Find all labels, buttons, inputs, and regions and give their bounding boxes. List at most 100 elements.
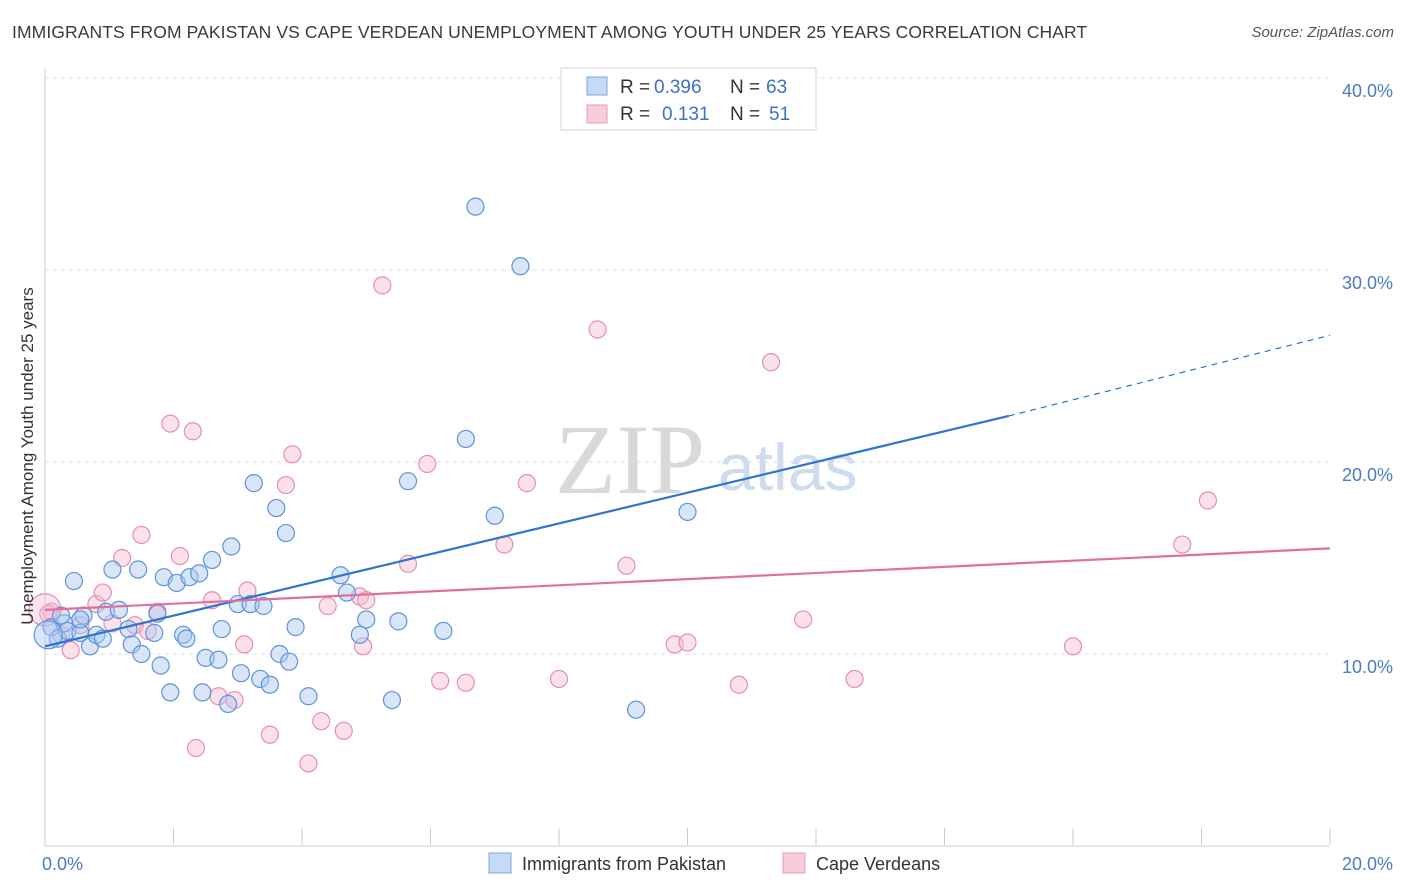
trend-lines: [44, 334, 1331, 648]
watermark-zip: ZIP: [555, 404, 705, 515]
legend-swatch-cape-verdeans: [586, 104, 608, 124]
legend-n-label-cape-verdeans: N =: [730, 104, 760, 125]
x-tick-label-1: 20.0%: [1342, 854, 1393, 874]
bottom-legend-label-cape-verdeans: Cape Verdeans: [816, 854, 940, 874]
cape-verdeans-point-46: [845, 669, 864, 689]
legend-r-label-pakistan: R =: [620, 77, 650, 98]
legend-n-label-pakistan: N =: [730, 77, 760, 98]
legend-swatch-pakistan: [586, 76, 608, 96]
pakistan-point-42: [270, 644, 289, 664]
cape-verdeans-point-12: [161, 414, 180, 433]
pakistan-point-52: [389, 612, 408, 631]
cape-verdeans-point-37: [517, 474, 536, 493]
cape-verdeans-point-9: [132, 525, 151, 545]
legend-n-value-cape-verdeans: 51: [769, 104, 790, 125]
pakistan-point-46: [299, 687, 318, 706]
cape-verdeans-point-15: [186, 738, 206, 758]
pakistan-point-58: [511, 257, 530, 276]
legend-r-value-pakistan: 0.396: [654, 77, 702, 98]
cape-verdeans-point-24: [299, 754, 318, 773]
x-tick-label-0: 0.0%: [42, 854, 83, 874]
pakistan-point-17: [145, 623, 164, 642]
cape-verdeans-point-47: [1063, 637, 1083, 656]
pakistan-point-57: [485, 506, 504, 525]
pakistan-point-39: [254, 596, 273, 616]
cape-verdeans-point-48: [1173, 535, 1192, 554]
pakistan-point-large: [33, 620, 63, 650]
bottom-legend: Immigrants from Pakistan Cape Verdeans: [488, 852, 940, 874]
trend-line-pakistan: [44, 414, 1010, 648]
pakistan-point-30: [209, 650, 228, 669]
cape-verdeans-point-30: [353, 637, 373, 656]
pakistan-point-4: [64, 571, 84, 591]
legend-n-value-pakistan: 63: [766, 77, 787, 98]
cape-verdeans-point-26: [318, 596, 337, 616]
pakistan-point-32: [219, 694, 238, 714]
cape-verdeans-point-38: [549, 669, 569, 689]
y-tick-label-3: 40.0%: [1342, 81, 1393, 101]
watermark-atlas: atlas: [718, 430, 857, 504]
pakistan-point-19: [151, 656, 170, 675]
pakistan-point-50: [357, 610, 376, 629]
cape-verdeans-point-44: [761, 353, 781, 372]
cape-verdeans-point-40: [617, 556, 636, 575]
pakistan-point-31: [212, 619, 231, 639]
pakistan-point-41: [267, 498, 286, 518]
legend: R = 0.396 N = 63 R = 0.131 N = 51: [560, 67, 817, 131]
cape-verdeans-point-49: [1198, 491, 1218, 510]
y-tick-label-0: 10.0%: [1342, 657, 1393, 677]
bottom-legend-swatch-pakistan: [488, 852, 512, 874]
pakistan-point-13: [119, 619, 138, 639]
pakistan-point-27: [193, 683, 212, 702]
gridlines: [45, 77, 1330, 655]
bottom-legend-label-pakistan: Immigrants from Pakistan: [522, 854, 726, 874]
legend-r-label-cape-verdeans: R =: [620, 104, 650, 125]
pakistan-point-45: [286, 618, 305, 637]
pakistan-point-14: [122, 635, 141, 654]
cape-verdeans-point-21: [260, 725, 279, 744]
cape-verdeans-point-29: [357, 591, 376, 610]
pakistan-point-40: [260, 675, 279, 694]
pakistan-point-62: [51, 606, 71, 625]
cape-verdeans-point-43: [729, 675, 749, 694]
pakistan-point-49: [350, 625, 369, 644]
cape-verdeans-point-42: [678, 633, 697, 652]
cape-verdeans-point-33: [418, 454, 437, 474]
cape-verdeans-point-31: [373, 276, 392, 295]
cape-verdeans-point-0: [42, 602, 61, 621]
y-tick-label-1: 20.0%: [1342, 465, 1393, 485]
x-tick-labels: 0.0% 20.0%: [42, 854, 1393, 874]
pakistan-point-60: [678, 502, 697, 522]
y-axis-title: Unemployment Among Youth under 25 years: [18, 287, 37, 624]
pakistan-point-37: [244, 474, 263, 493]
pakistan-point-29: [202, 550, 222, 570]
cape-verdeans-point-39: [588, 320, 607, 339]
cape-verdeans-point-35: [456, 673, 475, 692]
cape-verdeans-point-5: [93, 583, 112, 602]
y-tick-labels: 10.0% 20.0% 30.0% 40.0%: [1342, 81, 1393, 677]
pakistan-point-11: [103, 560, 122, 579]
cape-verdeans-point-14: [183, 422, 202, 441]
cape-verdeans-point-45: [794, 610, 813, 629]
chart-title: IMMIGRANTS FROM PAKISTAN VS CAPE VERDEAN…: [12, 22, 1088, 42]
axes: [44, 68, 1331, 847]
pakistan-point-15: [129, 560, 148, 579]
pakistan-point-33: [222, 537, 241, 556]
pakistan-point-51: [382, 690, 402, 710]
pakistan-point-55: [456, 429, 475, 449]
pakistan-point-38: [251, 669, 270, 689]
trend-line-cape-verdeans: [44, 547, 1331, 611]
trend-line-pakistan-extension: [1008, 334, 1331, 417]
cape-verdeans-point-2: [61, 641, 80, 660]
pakistan-point-43: [276, 523, 296, 543]
pakistan-point-25: [180, 568, 199, 587]
pakistan-point-16: [132, 644, 151, 664]
cape-verdeans-point-22: [276, 475, 296, 495]
pakistan-point-56: [466, 197, 485, 216]
pakistan-point-48: [337, 583, 357, 602]
legend-r-value-cape-verdeans: 0.131: [662, 104, 710, 125]
pakistan-point-12: [109, 600, 128, 619]
source-credit: Source: ZipAtlas.com: [1251, 24, 1394, 41]
cape-verdeans-point-27: [334, 721, 353, 740]
pakistan-point-54: [434, 621, 453, 641]
